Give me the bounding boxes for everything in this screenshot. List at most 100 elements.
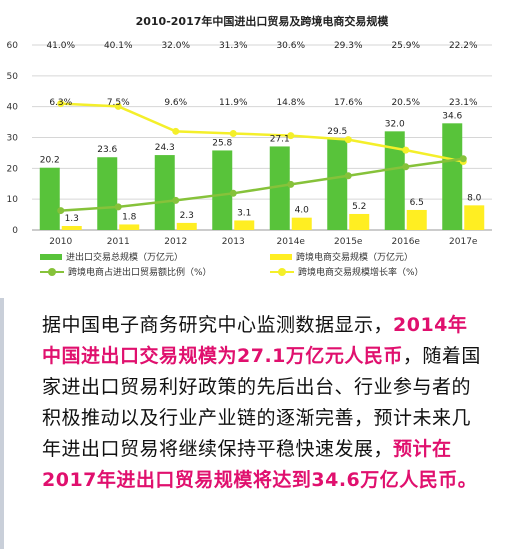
y-tick-label-20: 20 — [7, 164, 19, 174]
growth-label-2015e: 29.3% — [334, 41, 363, 51]
point-share-2015e — [344, 172, 352, 180]
legend-label-growth: 跨境电商交易规模增长率（%） — [298, 268, 424, 278]
point-growth-2014e — [287, 132, 295, 140]
y-tick-label-60: 60 — [7, 41, 19, 51]
share-label-2016e: 20.5% — [391, 98, 420, 108]
summary-text-part2: ，随着国家进出口贸易利好政策的先后出台、行业参与者的积极推动以及行业产业链的逐渐… — [42, 345, 481, 460]
point-growth-2016e — [402, 146, 410, 154]
growth-label-2013: 31.3% — [219, 41, 248, 51]
x-tick-label-2014e: 2014e — [277, 237, 306, 247]
chart-area: 2010-2017年中国进出口贸易及跨境电商交易规模 0 10 20 30 40 50 60… — [7, 14, 492, 278]
legend-item-growth: 跨境电商交易规模增长率（%） — [270, 265, 424, 278]
bar-cross-label-2013: 3.1 — [237, 208, 251, 218]
bar-total-label-2017e: 34.6 — [442, 111, 462, 121]
point-growth-2013 — [229, 129, 237, 137]
legend-swatch-cross — [270, 253, 292, 260]
y-tick-label-10: 10 — [7, 195, 19, 205]
bar-total-label-2012: 24.3 — [155, 143, 175, 153]
bar-total-label-2010: 20.2 — [40, 156, 60, 166]
bar-cross-2011 — [119, 224, 140, 230]
point-share-2011 — [114, 203, 122, 211]
bar-total-2016e — [384, 131, 405, 230]
y-tick-label-40: 40 — [7, 103, 19, 113]
bar-cross-2012 — [176, 222, 197, 230]
growth-label-2017e: 22.2% — [449, 41, 478, 51]
y-tick-label-0: 0 — [12, 226, 18, 236]
point-share-2014e — [287, 180, 295, 188]
bar-total-2015e — [327, 139, 348, 230]
x-tick-label-2013: 2013 — [222, 237, 245, 247]
point-growth-2011 — [114, 102, 122, 110]
growth-label-2011: 40.1% — [104, 41, 133, 51]
x-tick-label-2015e: 2015e — [334, 237, 363, 247]
legend-item-cross: 跨境电商交易规模（万亿元） — [270, 250, 413, 263]
bar-cross-2014e — [291, 217, 312, 230]
bar-total-2010 — [39, 167, 60, 230]
bar-cross-label-2014e: 4.0 — [295, 206, 310, 216]
summary-highlight-2: 预计在2017年进出口贸易规模将达到34.6万亿人民币。 — [42, 438, 478, 491]
bar-cross-2010 — [61, 225, 82, 230]
bar-total-2014e — [269, 146, 290, 230]
bar-cross-label-2010: 1.3 — [65, 214, 79, 224]
label-layer: 0 10 20 30 40 50 60 20.2 1.3 2010 23.6 1.8 2011 24.3 2… — [7, 41, 482, 247]
bar-total-2013 — [212, 150, 233, 230]
share-label-2017e: 23.1% — [449, 98, 478, 108]
share-label-2010: 6.3% — [49, 98, 72, 108]
y-tick-label-50: 50 — [7, 72, 19, 82]
legend-swatch-share — [40, 267, 64, 276]
bar-cross-2015e — [349, 213, 370, 230]
point-share-2017e — [459, 155, 467, 163]
bar-cross-label-2017e: 8.0 — [467, 193, 482, 203]
legend-swatch-growth — [270, 267, 294, 276]
growth-label-2010: 41.0% — [46, 41, 75, 51]
point-growth-2015e — [344, 136, 352, 144]
share-label-2012: 9.6% — [164, 98, 187, 108]
point-share-2016e — [402, 163, 410, 171]
bar-cross-label-2016e: 6.5 — [410, 198, 424, 208]
bar-total-label-2015e: 29.5 — [327, 127, 347, 137]
x-tick-label-2012: 2012 — [164, 237, 187, 247]
bar-total-label-2014e: 27.1 — [270, 134, 290, 144]
bar-layer — [39, 123, 485, 230]
share-label-2014e: 14.8% — [276, 98, 305, 108]
share-label-2015e: 17.6% — [334, 98, 363, 108]
line-share — [60, 157, 464, 212]
point-growth-2012 — [172, 127, 180, 135]
point-share-2012 — [172, 196, 180, 204]
bar-total-2012 — [154, 155, 175, 230]
bar-cross-2013 — [234, 220, 255, 230]
x-tick-label-2017e: 2017e — [449, 237, 478, 247]
x-tick-label-2011: 2011 — [107, 237, 130, 247]
legend-label-cross: 跨境电商交易规模（万亿元） — [296, 253, 414, 263]
x-tick-label-2010: 2010 — [49, 237, 72, 247]
chart-title: 2010-2017年中国进出口贸易及跨境电商交易规模 — [136, 14, 390, 28]
point-share-2013 — [229, 189, 237, 197]
summary-paragraph: 据中国电子商务研究中心监测数据显示，2014年中国进出口交易规模为27.1万亿元… — [42, 310, 482, 496]
summary-highlight-1: 2014年中国进出口交易规模为27.1万亿元人民币 — [42, 314, 468, 367]
bar-cross-label-2015e: 5.2 — [352, 202, 366, 212]
line-growth — [60, 102, 464, 163]
bar-cross-label-2011: 1.8 — [122, 212, 137, 222]
left-border-strip — [0, 298, 4, 549]
bar-total-2017e — [442, 123, 463, 230]
legend-swatch-total — [40, 253, 62, 260]
legend-item-total: 进出口交易总规模（万亿元） — [40, 250, 183, 263]
line-layer — [57, 100, 467, 215]
chart: 2010-2017年中国进出口贸易及跨境电商交易规模 0 10 20 30 40 50 60… — [7, 14, 492, 247]
share-label-2013: 11.9% — [219, 98, 248, 108]
growth-label-2016e: 25.9% — [391, 41, 420, 51]
summary-text-part1: 据中国电子商务研究中心监测数据显示， — [42, 314, 394, 336]
share-label-2011: 7.5% — [107, 98, 130, 108]
bar-cross-2017e — [464, 205, 485, 230]
bar-total-label-2016e: 32.0 — [385, 119, 405, 129]
point-share-2010 — [57, 207, 65, 215]
bar-cross-2016e — [406, 209, 427, 230]
bar-total-label-2013: 25.8 — [212, 138, 232, 148]
bar-cross-label-2012: 2.3 — [180, 211, 194, 221]
growth-label-2012: 32.0% — [161, 41, 190, 51]
growth-label-2014e: 30.6% — [276, 41, 305, 51]
x-tick-label-2016e: 2016e — [392, 237, 421, 247]
y-tick-label-30: 30 — [7, 134, 19, 144]
legend-item-share: 跨境电商占进出口贸易额比例（%） — [40, 265, 212, 278]
legend-label-total: 进出口交易总规模（万亿元） — [66, 253, 184, 263]
